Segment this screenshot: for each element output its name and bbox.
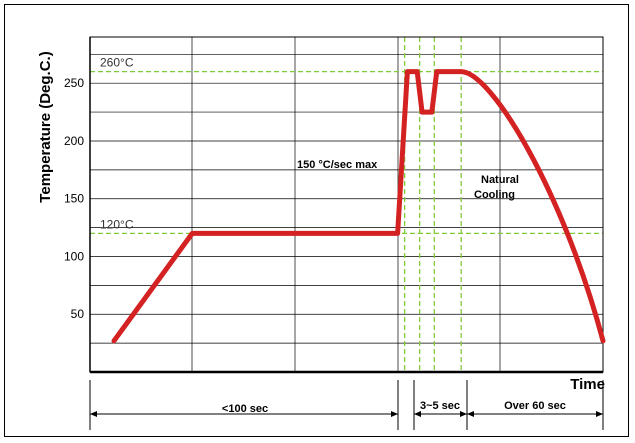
duration-label-peak: 3~5 sec: [420, 400, 460, 412]
duration-arrow-right: [596, 411, 603, 417]
y-tick-label: 250: [64, 76, 84, 90]
annotation-natural-cooling: Natural Cooling: [474, 174, 522, 201]
x-axis-label: Time: [570, 376, 605, 393]
duration-arrow-right: [391, 411, 398, 417]
chart-frame: [4, 4, 629, 437]
grid: [90, 37, 603, 372]
y-tick-label: 200: [64, 134, 84, 148]
duration-label-cooling: Over 60 sec: [504, 400, 566, 412]
annotation-natural-cooling-line1: Natural: [481, 174, 519, 186]
reference-line-label: 120°C: [100, 217, 134, 231]
annotation-natural-cooling-line2: Cooling: [474, 189, 515, 201]
reference-line-label: 260°C: [100, 56, 134, 70]
y-tick-label: 50: [71, 307, 85, 321]
duration-arrow-left: [467, 411, 474, 417]
temperature-profile-line: [111, 69, 606, 344]
series: [111, 69, 606, 344]
duration-arrow-right: [460, 411, 467, 417]
y-tick-label: 100: [64, 249, 84, 263]
duration-markers: [89, 380, 604, 430]
axes: 50 100 150 200 250: [64, 36, 604, 374]
duration-arrow-left: [414, 411, 421, 417]
reference-lines: 260°C 120°C: [90, 37, 603, 372]
duration-arrow-left: [90, 411, 97, 417]
plot-border: [89, 36, 604, 373]
annotation-heating-rate: 150 °C/sec max: [297, 159, 378, 171]
duration-label-preheat: <100 sec: [222, 403, 268, 415]
y-tick-label: 150: [64, 192, 84, 206]
y-axis-label: Temperature (Deg.C.): [37, 51, 54, 202]
